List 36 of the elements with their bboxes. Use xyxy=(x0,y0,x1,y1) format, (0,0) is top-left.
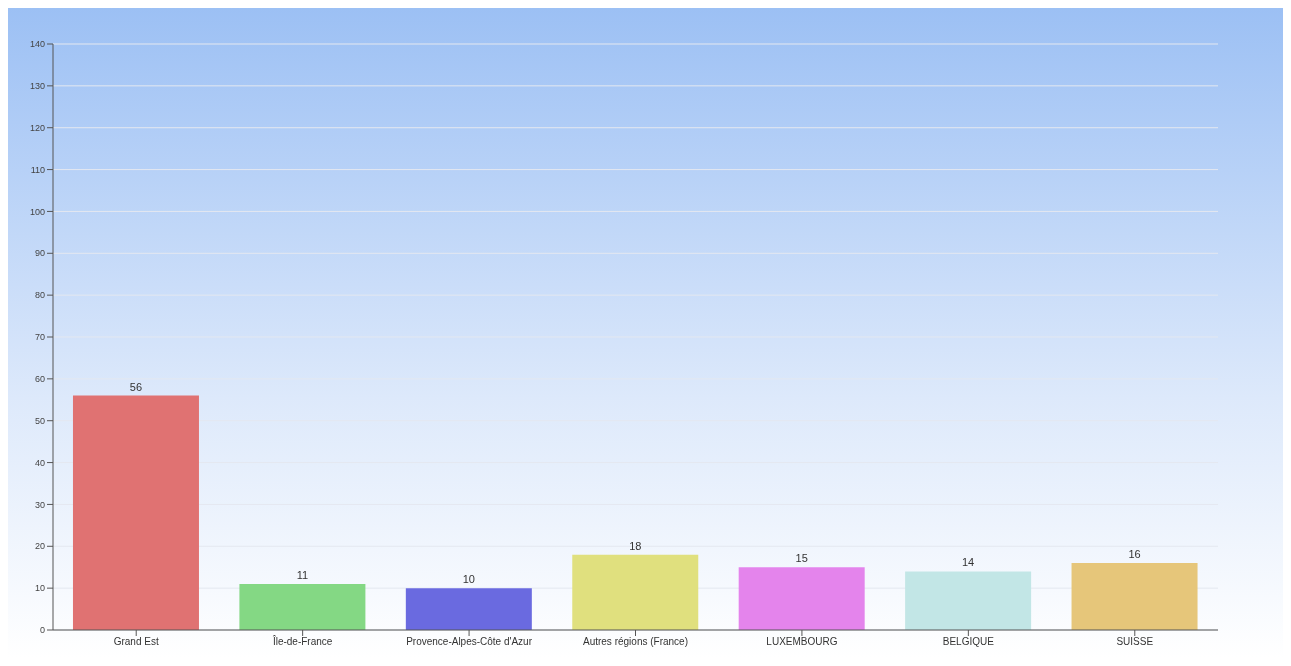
y-tick-label: 140 xyxy=(29,39,45,50)
y-tick-label: 50 xyxy=(34,415,45,426)
data-label: 18 xyxy=(629,539,642,552)
bar xyxy=(1071,563,1198,630)
x-tick-label: Provence-Alpes-Côte d'Azur xyxy=(406,636,533,648)
y-tick-label: 130 xyxy=(29,81,45,92)
y-tick-label: 60 xyxy=(34,374,45,385)
y-tick-label: 0 xyxy=(39,625,45,636)
bar xyxy=(738,567,865,630)
x-tick-label: Grand Est xyxy=(113,636,159,648)
bar xyxy=(905,571,1032,630)
data-label: 16 xyxy=(1128,548,1141,561)
bar xyxy=(239,583,366,630)
y-tick-label: 100 xyxy=(29,206,45,217)
data-label: 56 xyxy=(129,380,143,393)
bar xyxy=(72,395,199,630)
y-tick-label: 90 xyxy=(34,248,45,259)
bar xyxy=(405,588,532,630)
x-tick-label: BELGIQUE xyxy=(942,636,995,648)
x-tick-label: Île-de-France xyxy=(271,635,333,648)
y-tick-label: 80 xyxy=(34,290,45,301)
y-tick-label: 20 xyxy=(34,541,45,552)
x-tick-label: SUISSE xyxy=(1116,636,1154,648)
y-tick-label: 30 xyxy=(34,499,45,510)
y-tick-label: 40 xyxy=(34,457,45,468)
x-tick-label: LUXEMBOURG xyxy=(766,636,838,648)
data-label: 11 xyxy=(296,568,309,581)
data-label: 10 xyxy=(462,573,475,586)
y-tick-label: 120 xyxy=(29,122,45,133)
bar xyxy=(572,554,699,630)
x-tick-label: Autres régions (France) xyxy=(582,636,689,648)
y-tick-label: 70 xyxy=(34,332,45,343)
data-label: 15 xyxy=(795,552,808,565)
y-tick-label: 10 xyxy=(34,583,45,594)
data-label: 14 xyxy=(961,556,975,569)
y-tick-label: 110 xyxy=(30,164,45,175)
